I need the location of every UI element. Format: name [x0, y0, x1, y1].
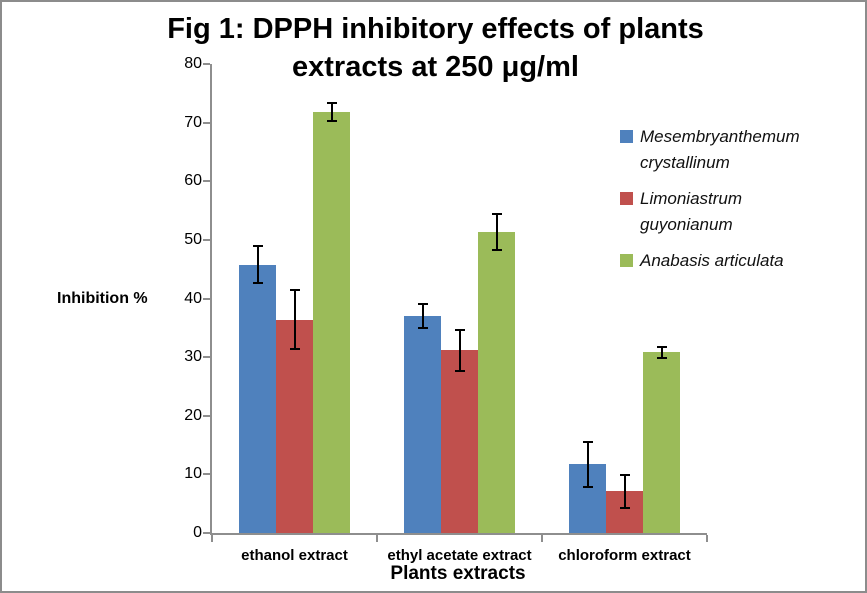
legend-swatch-anabasis-articulata	[620, 254, 633, 267]
y-tick-label-20: 20	[184, 406, 202, 424]
error-bar-cap-top-anabasis-articulata-ethanol-extract	[326, 101, 337, 104]
category-label-chloroform-extract: chloroform extract	[558, 547, 691, 564]
error-bar-cap-bottom-mesembryanthemum-crystallinum-chloroform-extract	[582, 485, 593, 488]
y-tick-mark-10	[203, 473, 210, 476]
error-bar-mesembryanthemum-crystallinum-ethyl-acetate-extract	[421, 304, 424, 328]
error-bar-cap-bottom-anabasis-articulata-ethyl-acetate-extract	[491, 249, 502, 252]
legend-label-anabasis-articulata: Anabasis articulata	[640, 251, 784, 270]
error-bar-cap-top-limoniastrum-guyonianum-ethanol-extract	[289, 289, 300, 292]
bar-mesembryanthemum-crystallinum-ethanol-extract	[239, 264, 276, 533]
y-tick-label-50: 50	[184, 230, 202, 248]
error-bar-limoniastrum-guyonianum-ethyl-acetate-extract	[458, 329, 461, 371]
y-tick-label-0: 0	[193, 524, 202, 541]
error-bar-cap-bottom-limoniastrum-guyonianum-chloroform-extract	[619, 506, 630, 509]
error-bar-anabasis-articulata-ethanol-extract	[330, 102, 333, 122]
y-tick-mark-80	[203, 63, 210, 65]
legend-entry-anabasis-articulata: Anabasis articulata	[620, 248, 825, 274]
bar-limoniastrum-guyonianum-ethanol-extract	[276, 319, 313, 533]
error-bar-mesembryanthemum-crystallinum-ethanol-extract	[256, 245, 259, 284]
error-bar-cap-bottom-mesembryanthemum-crystallinum-ethanol-extract	[252, 282, 263, 285]
y-tick-label-60: 60	[184, 172, 202, 190]
y-tick-mark-0	[203, 532, 210, 534]
error-bar-cap-top-mesembryanthemum-crystallinum-chloroform-extract	[582, 441, 593, 444]
x-axis-title: Plants extracts	[390, 563, 526, 584]
legend-label-limoniastrum-guyonianum: Limoniastrum guyonianum	[640, 189, 743, 234]
error-bar-cap-bottom-anabasis-articulata-ethanol-extract	[326, 120, 337, 123]
error-bar-cap-top-anabasis-articulata-ethyl-acetate-extract	[491, 213, 502, 216]
y-tick-mark-60	[203, 180, 210, 183]
y-tick-label-40: 40	[184, 289, 202, 307]
y-tick-label-30: 30	[184, 348, 202, 366]
legend: Mesembryanthemum crystallinum Limoniastru…	[620, 124, 825, 284]
error-bar-cap-bottom-anabasis-articulata-chloroform-extract	[656, 356, 667, 359]
bar-anabasis-articulata-ethanol-extract	[313, 112, 350, 533]
chart-title-line1: Fig 1: DPPH inhibitory effects of plants	[167, 13, 704, 45]
x-tick-mark-2	[541, 535, 543, 542]
y-axis-title: Inhibition %	[57, 290, 148, 307]
x-tick-mark-3	[706, 535, 708, 542]
legend-entry-mesembryanthemum-crystallinum: Mesembryanthemum crystallinum	[620, 124, 825, 176]
chart-title-line2: extracts at 250 μg/ml	[292, 51, 579, 83]
y-tick-label-70: 70	[184, 113, 202, 131]
legend-swatch-mesembryanthemum-crystallinum	[620, 130, 633, 143]
category-label-ethyl-acetate-extract: ethyl acetate extract	[387, 547, 532, 564]
legend-label-mesembryanthemum-crystallinum: Mesembryanthemum crystallinum	[640, 127, 800, 172]
error-bar-mesembryanthemum-crystallinum-chloroform-extract	[586, 442, 589, 487]
error-bar-anabasis-articulata-chloroform-extract	[660, 347, 663, 358]
error-bar-limoniastrum-guyonianum-chloroform-extract	[623, 474, 626, 508]
y-tick-label-80: 80	[184, 55, 202, 72]
y-tick-mark-70	[203, 121, 210, 124]
x-tick-mark-1	[376, 535, 378, 542]
error-bar-limoniastrum-guyonianum-ethanol-extract	[293, 290, 296, 349]
error-bar-cap-bottom-mesembryanthemum-crystallinum-ethyl-acetate-extract	[417, 326, 428, 329]
bar-mesembryanthemum-crystallinum-ethyl-acetate-extract	[404, 316, 441, 533]
bar-anabasis-articulata-ethyl-acetate-extract	[478, 232, 515, 533]
legend-entry-limoniastrum-guyonianum: Limoniastrum guyonianum	[620, 186, 825, 238]
error-bar-cap-top-anabasis-articulata-chloroform-extract	[656, 346, 667, 349]
error-bar-cap-bottom-limoniastrum-guyonianum-ethyl-acetate-extract	[454, 369, 465, 372]
x-tick-mark-0	[211, 535, 213, 542]
error-bar-cap-top-limoniastrum-guyonianum-chloroform-extract	[619, 473, 630, 476]
error-bar-anabasis-articulata-ethyl-acetate-extract	[495, 214, 498, 251]
y-tick-label-10: 10	[184, 465, 202, 483]
category-label-ethanol-extract: ethanol extract	[241, 547, 348, 564]
error-bar-cap-bottom-limoniastrum-guyonianum-ethanol-extract	[289, 347, 300, 350]
y-tick-mark-50	[203, 238, 210, 241]
error-bar-cap-top-limoniastrum-guyonianum-ethyl-acetate-extract	[454, 328, 465, 331]
plot-area	[210, 64, 707, 535]
y-tick-mark-40	[203, 297, 210, 300]
error-bar-cap-top-mesembryanthemum-crystallinum-ethyl-acetate-extract	[417, 303, 428, 306]
error-bar-cap-top-mesembryanthemum-crystallinum-ethanol-extract	[252, 244, 263, 247]
bar-anabasis-articulata-chloroform-extract	[643, 352, 680, 533]
legend-swatch-limoniastrum-guyonianum	[620, 192, 633, 205]
y-tick-mark-30	[203, 356, 210, 359]
chart-title: Fig 1: DPPH inhibitory effects of plants…	[2, 10, 865, 86]
bar-limoniastrum-guyonianum-ethyl-acetate-extract	[441, 350, 478, 533]
y-tick-mark-20	[203, 414, 210, 417]
